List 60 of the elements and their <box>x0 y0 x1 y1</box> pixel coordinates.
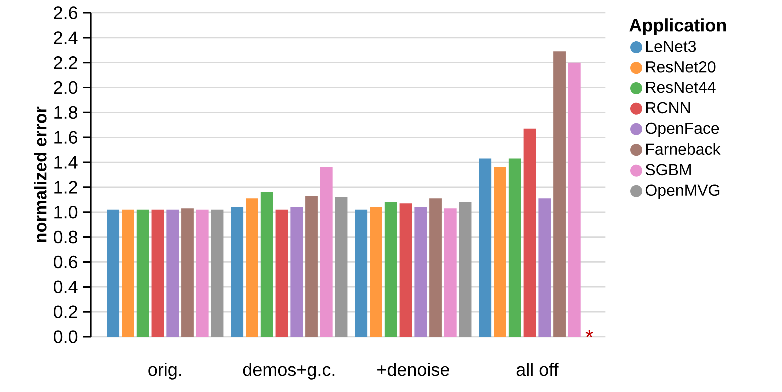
legend-label: OpenMVG <box>646 184 720 200</box>
bar <box>320 168 333 337</box>
y-tick-label: 0.8 <box>54 230 78 244</box>
bar <box>260 192 274 337</box>
y-tick-label: 2.4 <box>54 32 78 44</box>
bar <box>246 198 258 337</box>
bar <box>384 202 398 337</box>
bar <box>152 210 164 337</box>
bar <box>335 197 348 337</box>
x-tick-label: +denoise <box>378 363 450 376</box>
annotation: * <box>586 330 594 338</box>
y-tick-label: 0.6 <box>54 256 78 269</box>
bar <box>494 168 506 337</box>
bar <box>459 202 472 337</box>
bar <box>430 198 442 337</box>
bar <box>554 52 566 337</box>
x-tick-label: demos+g.c. <box>243 363 335 380</box>
x-tick-label: all off <box>516 363 559 376</box>
legend-label: ResNet44 <box>646 82 716 94</box>
legend-title: Application <box>630 18 726 36</box>
y-tick-label: 0.2 <box>54 306 78 318</box>
y-tick-label: 1.2 <box>54 181 78 194</box>
bar <box>136 210 150 337</box>
bar <box>479 158 492 337</box>
bar <box>508 158 522 337</box>
legend-label: RCNN <box>646 102 690 114</box>
legend-label: SGBM <box>646 164 691 176</box>
bar <box>166 210 180 337</box>
bar <box>276 210 288 337</box>
bar <box>370 207 382 337</box>
legend-label: Farneback <box>646 143 721 156</box>
bar <box>400 204 412 337</box>
bar <box>211 210 224 337</box>
bar <box>568 62 581 337</box>
bar <box>290 207 304 337</box>
bar <box>107 210 120 337</box>
y-tick-label: 1.8 <box>54 106 78 120</box>
bar <box>444 208 457 337</box>
x-tick-label: orig. <box>148 363 182 380</box>
y-tick-label: 0.0 <box>54 330 78 344</box>
bar <box>231 207 244 337</box>
bar <box>196 210 209 337</box>
bar <box>524 128 536 337</box>
y-tick-label: 1.4 <box>54 156 78 169</box>
bar <box>122 210 134 337</box>
y-tick-label: 2.0 <box>54 81 78 94</box>
y-tick-label: 1.6 <box>54 131 78 144</box>
bar <box>414 207 428 337</box>
legend-label: OpenFace <box>646 122 720 138</box>
bar <box>355 210 368 337</box>
legend-label: LeNet3 <box>646 40 696 52</box>
y-tick-label: 2.6 <box>54 6 78 20</box>
bar <box>538 198 552 337</box>
bar <box>306 196 318 337</box>
legend-label: ResNet20 <box>646 61 716 73</box>
bar <box>182 208 194 337</box>
y-tick-label: 2.2 <box>54 56 78 70</box>
y-tick-label: 0.4 <box>54 280 78 294</box>
y-tick-label: 1.0 <box>54 206 78 219</box>
y-axis-title: normalized error <box>34 106 47 242</box>
